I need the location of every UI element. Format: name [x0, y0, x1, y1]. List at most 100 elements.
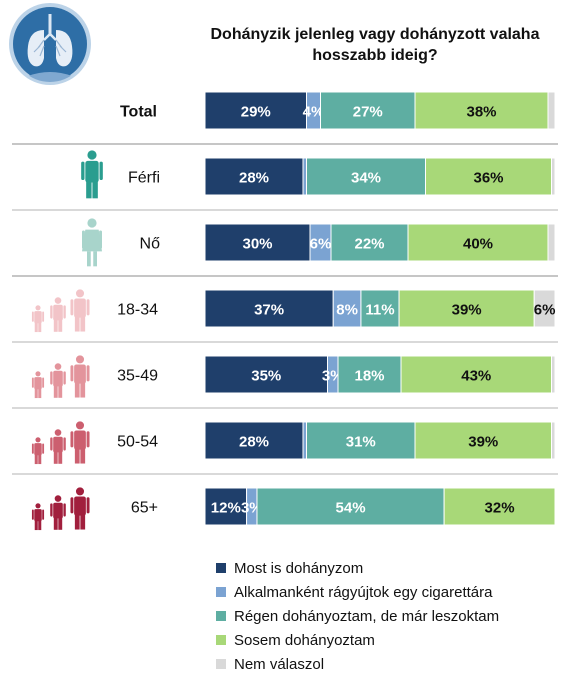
bar-segment: [302, 157, 307, 196]
male-figure-icon: [70, 421, 90, 464]
row-icons: [31, 150, 103, 531]
legend-swatch: [216, 563, 226, 573]
male-figure-icon: [50, 429, 66, 464]
bar-segment: [547, 91, 556, 130]
data-label: 11%: [365, 302, 394, 319]
bar-segment: [414, 91, 549, 130]
data-label: 54%: [336, 500, 366, 517]
legend-label: Nem válaszol: [234, 655, 325, 673]
data-label: 34%: [351, 170, 381, 187]
bar-segment: [306, 421, 416, 460]
legend: Most is dohányzom Alkalmanként rágyújtok…: [216, 556, 499, 676]
bar-segment: [443, 487, 556, 526]
bar-segment: [332, 289, 362, 328]
male-figure-icon: [31, 371, 45, 399]
male-figure-icon: [70, 487, 90, 530]
bar-segment: [337, 355, 402, 394]
data-label: 39%: [468, 434, 498, 451]
male-figure-icon: [50, 297, 66, 332]
data-label: 28%: [239, 434, 269, 451]
bar-segment: [547, 223, 556, 262]
legend-item: Nem válaszol: [216, 652, 499, 676]
bar-segment: [204, 157, 304, 196]
row-label: 65+: [131, 500, 158, 517]
data-label: 12%: [211, 500, 241, 517]
data-label: 18%: [354, 368, 384, 385]
data-label: 38%: [466, 104, 496, 121]
age-group-icon: [31, 421, 90, 465]
bar-segment: [204, 421, 304, 460]
bar-segment: [306, 157, 426, 196]
data-label: 35%: [251, 368, 281, 385]
legend-item: Régen dohányoztam, de már leszoktam: [216, 604, 499, 628]
row-label: 50-54: [117, 434, 158, 451]
row-labels: Total Férfi Nő 18-34 35-49 50-54 65+: [117, 104, 160, 517]
legend-label: Most is dohányzom: [234, 559, 364, 577]
bar-segment: [204, 289, 334, 328]
legend-swatch: [216, 611, 226, 621]
female-figure-icon: [82, 218, 102, 267]
legend-label: Régen dohányoztam, de már leszoktam: [234, 607, 500, 625]
male-figure-icon: [70, 355, 90, 398]
age-group-icon: [31, 355, 90, 399]
bar-segment: [551, 157, 556, 196]
data-label: 27%: [353, 104, 383, 121]
data-label: 43%: [461, 368, 491, 385]
data-label: 37%: [254, 302, 284, 319]
data-label: 39%: [452, 302, 482, 319]
bar-segment: [398, 289, 535, 328]
data-label: 4%: [303, 104, 325, 121]
age-group-icon: [31, 289, 90, 333]
legend-item: Most is dohányzom: [216, 556, 499, 580]
data-label: 31%: [346, 434, 376, 451]
bar-segment: [400, 355, 552, 394]
data-label: 30%: [242, 236, 272, 253]
data-label: 40%: [463, 236, 493, 253]
bar-segment: [256, 487, 445, 526]
legend-label: Sosem dohányoztam: [234, 631, 375, 649]
row-label: Férfi: [128, 170, 160, 187]
data-label: 29%: [241, 104, 271, 121]
data-label: 36%: [473, 170, 503, 187]
bar-segment: [551, 355, 556, 394]
bar-segment: [204, 223, 311, 262]
male-figure-icon: [50, 495, 66, 530]
bar-segment: [360, 289, 400, 328]
row-label: Nő: [140, 236, 161, 253]
male-figure-icon: [31, 503, 45, 531]
legend-item: Sosem dohányoztam: [216, 628, 499, 652]
data-label: 28%: [239, 170, 269, 187]
male-figure-icon: [31, 437, 45, 465]
legend-label: Alkalmanként rágyújtok egy cigarettára: [234, 583, 493, 601]
row-separators: [12, 143, 558, 475]
data-label: 22%: [354, 236, 384, 253]
bar-segment: [533, 289, 556, 328]
male-figure-icon: [70, 289, 90, 332]
male-figure-icon: [31, 305, 45, 333]
legend-swatch: [216, 587, 226, 597]
male-figure-icon: [81, 150, 103, 199]
age-group-icon: [31, 487, 90, 531]
lungs-icon: [9, 3, 91, 85]
legend-item: Alkalmanként rágyújtok egy cigarettára: [216, 580, 499, 604]
bar-segment: [551, 421, 556, 460]
legend-swatch: [216, 659, 226, 669]
chart-title: Dohányzik jelenleg vagy dohányzott valah…: [210, 26, 540, 64]
bar-segment: [414, 421, 552, 460]
bar-segment: [425, 157, 552, 196]
row-label: 35-49: [117, 368, 158, 385]
bar-segment: [320, 91, 416, 130]
row-label: Total: [120, 104, 157, 121]
bar-segment: [302, 421, 307, 460]
data-label: 6%: [310, 236, 332, 253]
legend-swatch: [216, 635, 226, 645]
bars: 29% 4% 27% 38% 28% 34% 36% 30% 6% 22% 40% 37% 8% 11% 3…: [204, 91, 556, 526]
data-label: 32%: [485, 500, 515, 517]
bar-segment: [204, 91, 307, 130]
male-figure-icon: [50, 363, 66, 398]
data-label: 6%: [534, 302, 556, 319]
bar-segment: [204, 355, 328, 394]
row-label: 18-34: [117, 302, 158, 319]
